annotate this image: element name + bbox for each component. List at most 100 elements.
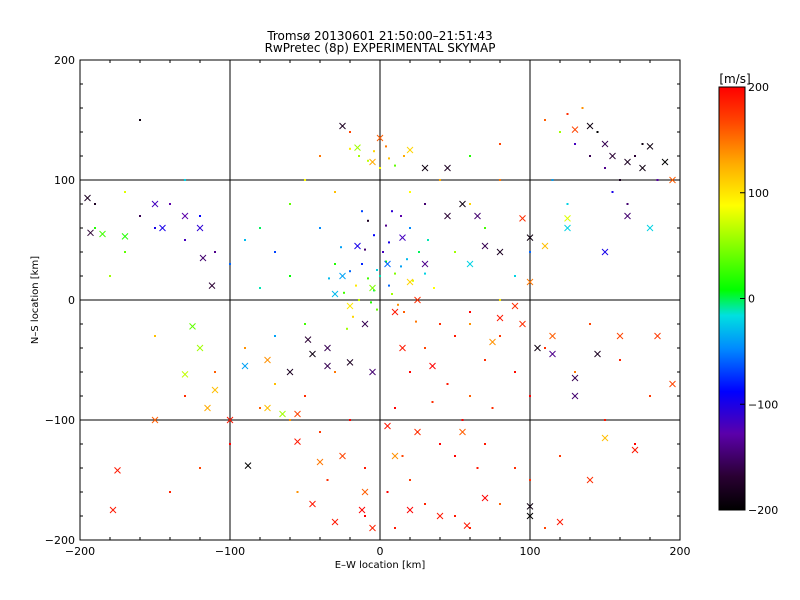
data-point-dot xyxy=(469,311,471,313)
data-point-x xyxy=(601,434,609,442)
data-point-x xyxy=(406,506,414,514)
y-tick-label: 200 xyxy=(54,54,75,67)
data-point-dot xyxy=(484,443,486,445)
data-point-x xyxy=(361,320,369,328)
data-point-dot xyxy=(514,275,516,277)
data-point-x xyxy=(601,248,609,256)
data-point-x xyxy=(286,368,294,376)
data-point-dot xyxy=(499,299,501,301)
data-point-dot xyxy=(334,263,336,265)
data-point-x xyxy=(571,392,579,400)
data-point-dot xyxy=(355,284,357,287)
data-point-dot xyxy=(604,167,606,169)
data-point-x xyxy=(609,152,616,160)
data-point-x xyxy=(159,224,166,232)
data-point-dot xyxy=(424,503,426,505)
data-point-dot xyxy=(415,320,417,323)
data-point-dot xyxy=(400,215,402,217)
data-point-dot xyxy=(385,224,387,227)
data-point-dot xyxy=(259,407,261,409)
data-point-x xyxy=(346,359,354,366)
data-point-dot xyxy=(385,145,387,148)
data-point-x xyxy=(646,143,654,150)
colorbar-label: [m/s] xyxy=(719,72,750,86)
data-point-dot xyxy=(319,155,321,157)
data-point-x xyxy=(369,158,376,166)
data-point-x xyxy=(541,242,549,250)
data-point-dot xyxy=(589,155,591,157)
data-point-x xyxy=(241,362,249,370)
data-point-dot xyxy=(289,203,291,205)
data-point-dot xyxy=(334,191,336,193)
data-point-dot xyxy=(343,291,345,294)
data-point-dot xyxy=(274,383,276,385)
data-point-x xyxy=(459,200,466,208)
data-point-x xyxy=(414,428,421,436)
data-point-dot xyxy=(296,491,299,493)
data-point-dot xyxy=(574,371,576,373)
data-point-dot xyxy=(619,179,621,181)
data-point-x xyxy=(519,320,526,328)
data-point-dot xyxy=(566,203,569,205)
data-point-dot xyxy=(289,419,291,421)
data-point-dot xyxy=(388,157,390,160)
data-point-x xyxy=(631,446,639,454)
data-point-dot xyxy=(499,503,501,505)
data-point-x xyxy=(481,242,489,250)
data-point-x xyxy=(369,524,376,532)
data-point-x xyxy=(624,158,631,166)
colorbar-tick-label: −100 xyxy=(748,398,778,411)
data-point-dot xyxy=(244,239,246,241)
data-point-dot xyxy=(361,210,363,213)
data-point-x xyxy=(399,344,406,352)
data-point-dot xyxy=(388,241,390,244)
data-point-x xyxy=(571,126,579,133)
data-point-dot xyxy=(604,419,606,421)
data-point-x xyxy=(496,314,504,322)
x-tick-label: 200 xyxy=(670,545,691,558)
data-point-dot xyxy=(274,251,276,253)
data-point-x xyxy=(586,122,594,130)
data-point-dot xyxy=(529,479,531,481)
data-point-dot xyxy=(346,327,348,330)
data-point-dot xyxy=(304,323,306,325)
data-point-dot xyxy=(373,150,375,153)
data-point-x xyxy=(496,248,504,256)
data-point-dot xyxy=(370,301,372,304)
data-point-x xyxy=(429,362,436,370)
data-point-dot xyxy=(259,287,261,289)
data-point-dot xyxy=(139,119,141,121)
data-point-x xyxy=(339,272,346,280)
data-point-dot xyxy=(319,431,321,433)
colorbar-tick-label: 0 xyxy=(748,293,755,306)
data-point-x xyxy=(199,254,207,262)
data-point-dot xyxy=(589,323,591,325)
data-point-dot xyxy=(184,395,186,397)
data-point-dot xyxy=(433,287,435,289)
data-point-dot xyxy=(424,272,426,275)
data-point-dot xyxy=(656,179,659,181)
data-point-dot xyxy=(403,311,405,313)
data-point-x xyxy=(586,476,594,484)
data-point-x xyxy=(87,229,94,237)
data-point-x xyxy=(369,284,376,292)
data-point-x xyxy=(181,212,189,220)
data-point-x xyxy=(399,234,406,241)
data-points xyxy=(84,107,676,532)
data-point-dot xyxy=(124,191,126,193)
data-point-dot xyxy=(385,260,387,263)
data-point-dot xyxy=(326,479,329,481)
data-point-x xyxy=(339,122,346,130)
data-point-dot xyxy=(199,467,201,469)
data-point-dot xyxy=(109,275,111,277)
colorbar-tick-label: 200 xyxy=(748,81,769,94)
data-point-x xyxy=(616,332,624,340)
data-point-x xyxy=(639,164,646,172)
data-point-x xyxy=(564,224,571,232)
data-point-dot xyxy=(439,179,441,181)
data-point-dot xyxy=(391,293,393,295)
data-point-x xyxy=(309,350,316,358)
data-point-dot xyxy=(229,263,231,265)
data-point-dot xyxy=(424,347,426,349)
